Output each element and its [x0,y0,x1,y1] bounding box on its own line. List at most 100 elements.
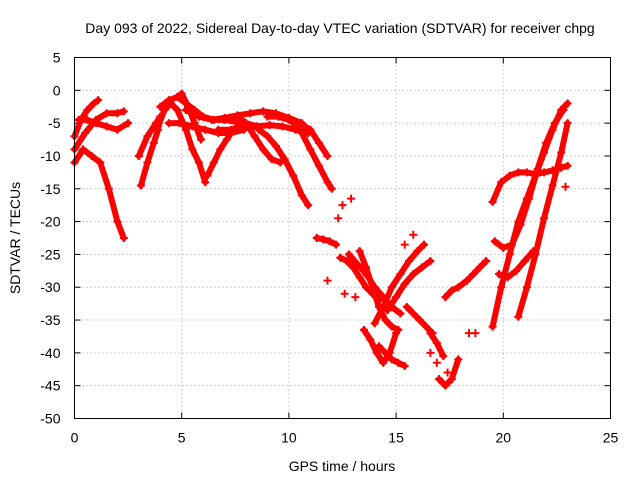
data-point [540,168,549,177]
data-point [503,273,512,282]
data-point [113,109,122,118]
axis-ticks [74,57,611,419]
data-point [415,316,424,325]
data-point [557,106,566,115]
sat-track-21 [355,247,403,334]
data-point [284,115,293,124]
data-point [201,125,210,134]
sat-track-33 [488,99,572,331]
data-point [160,106,169,115]
data-point [374,342,383,351]
data-point [379,358,388,367]
data-point [265,121,274,130]
isolated-data-point [340,289,349,298]
data-point [434,375,443,384]
data-point [83,106,92,115]
sat-track-27 [426,329,448,361]
data-point [394,358,403,367]
data-point [323,178,332,187]
sat-track-24 [370,240,428,328]
data-point [557,148,566,157]
data-point [379,302,388,311]
data-point [327,184,336,193]
data-point [417,263,426,272]
data-point [512,266,521,275]
data-point [505,250,514,259]
data-point [505,171,514,180]
data-point [372,348,381,357]
data-point [514,168,523,177]
data-point [439,352,448,361]
data-point [387,322,396,331]
data-point [400,361,409,370]
y-tick-label: 5 [53,50,61,66]
data-point [259,145,268,154]
data-point [522,168,531,177]
data-point [188,122,197,131]
data-point [497,283,506,292]
data-point [242,119,251,128]
data-point [231,117,240,126]
data-point [149,138,158,147]
y-tick-label: -45 [40,378,60,394]
data-point [164,119,173,128]
data-point [482,256,491,265]
data-point [490,237,499,246]
data-point [349,263,358,272]
y-tick-label: -15 [40,181,60,197]
data-point [366,335,375,344]
data-point [188,145,197,154]
data-point [134,151,143,160]
data-point [563,99,572,108]
data-point [280,155,289,164]
data-point [304,201,313,210]
data-point [499,243,508,252]
data-point [563,119,572,128]
data-point [540,214,549,223]
isolated-data-point [323,276,332,285]
isolated-data-point [443,368,452,377]
data-point [96,158,105,167]
data-point [323,151,332,160]
data-point [220,113,229,122]
data-point [409,309,418,318]
series-track-line [463,258,490,284]
data-point [209,158,218,167]
data-point [469,270,478,279]
chart-title: Day 093 of 2022, Sidereal Day-to-day VTE… [85,20,594,36]
data-point [396,309,405,318]
data-point [413,247,422,256]
sat-track-16 [263,112,332,160]
data-point [342,256,351,265]
data-point [409,270,418,279]
isolated-data-point [432,358,441,367]
data-point [563,161,572,170]
y-tick-label: -30 [40,279,60,295]
data-point [447,375,456,384]
data-point [81,128,90,137]
data-point [207,115,216,124]
y-tick-label: -20 [40,214,60,230]
sat-track-22 [359,325,401,367]
data-point [173,92,182,101]
sat-track-4 [74,115,133,134]
data-point [522,283,531,292]
sat-track-1 [70,145,128,242]
data-point [156,102,165,111]
data-point [392,329,401,338]
data-point [392,293,401,302]
data-point [426,256,435,265]
y-tick-label: 0 [53,82,61,98]
data-point [267,155,276,164]
isolated-data-point [334,214,343,223]
data-point [522,194,531,203]
data-point [263,112,272,121]
data-point [177,89,186,98]
data-point [102,122,111,131]
data-point [113,217,122,226]
x-tick-label: 5 [178,430,186,446]
data-point [143,158,152,167]
data-point [432,339,441,348]
y-tick-label: -5 [48,115,61,131]
